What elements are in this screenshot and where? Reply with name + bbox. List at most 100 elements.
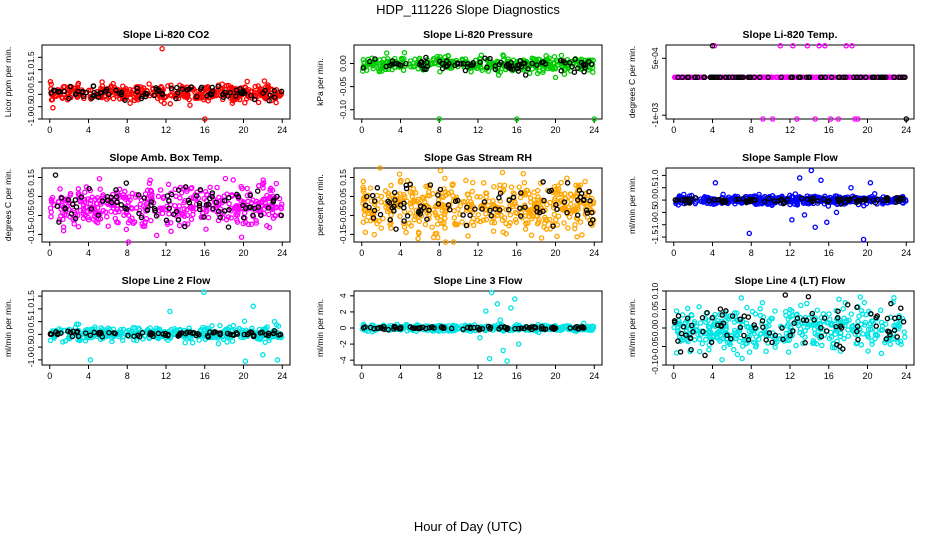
- data-point: [832, 331, 839, 337]
- data-point: [517, 194, 524, 201]
- data-point: [496, 326, 502, 332]
- data-point: [362, 324, 368, 330]
- data-point: [725, 198, 731, 204]
- data-point: [726, 316, 732, 322]
- x-tick-label: 16: [824, 125, 834, 135]
- data-point: [701, 74, 707, 81]
- data-point: [873, 314, 879, 321]
- data-point: [73, 204, 80, 210]
- data-point: [103, 333, 109, 340]
- data-point: [229, 338, 236, 344]
- data-point: [244, 78, 250, 85]
- x-tick-label: 8: [437, 248, 442, 258]
- data-point: [240, 220, 246, 227]
- data-point: [552, 216, 559, 223]
- data-point: [550, 223, 556, 229]
- data-point: [176, 203, 183, 209]
- data-point: [251, 96, 258, 103]
- data-point: [529, 216, 535, 222]
- data-point: [777, 43, 784, 49]
- data-point: [197, 86, 204, 92]
- data-point: [801, 212, 808, 218]
- data-point: [900, 318, 907, 325]
- data-point: [108, 194, 115, 201]
- data-point: [439, 207, 445, 214]
- data-point: [756, 194, 762, 200]
- data-point: [680, 324, 687, 330]
- data-point: [211, 329, 217, 336]
- data-point: [867, 321, 874, 327]
- y-tick-label: -0.05: [26, 205, 36, 225]
- data-point: [438, 324, 445, 331]
- data-point: [836, 343, 843, 350]
- panel-title: Slope Line 4 (LT) Flow: [735, 275, 846, 287]
- data-point: [499, 169, 506, 176]
- data-point: [403, 60, 409, 67]
- data-point: [452, 198, 459, 205]
- data-point: [740, 74, 746, 81]
- data-point: [692, 74, 698, 81]
- data-point: [757, 306, 763, 312]
- data-point: [220, 94, 227, 100]
- data-point: [168, 228, 174, 235]
- data-point: [430, 207, 437, 213]
- data-point: [237, 197, 244, 204]
- x-tick-label: 12: [161, 371, 171, 381]
- data-point: [557, 57, 564, 64]
- data-point: [873, 327, 879, 334]
- data-point: [590, 323, 597, 330]
- data-point: [523, 221, 529, 227]
- data-point: [213, 199, 220, 206]
- data-point: [481, 199, 488, 205]
- data-point: [699, 314, 706, 321]
- data-point: [170, 211, 177, 218]
- data-point: [126, 90, 132, 97]
- data-point: [234, 212, 241, 218]
- data-point: [572, 207, 579, 213]
- x-tick-label: 20: [238, 125, 248, 135]
- data-point: [861, 299, 868, 306]
- data-point: [166, 198, 172, 204]
- data-point: [479, 206, 485, 212]
- data-point: [462, 199, 468, 205]
- data-point: [187, 102, 193, 108]
- data-point: [389, 58, 396, 64]
- data-point: [497, 69, 504, 75]
- data-point: [193, 192, 200, 199]
- data-point: [760, 116, 766, 122]
- x-tick-label: 0: [671, 248, 676, 258]
- data-point: [568, 196, 574, 203]
- data-point: [738, 295, 745, 301]
- data-point: [58, 213, 64, 219]
- data-point: [731, 327, 738, 334]
- data-point: [57, 186, 63, 192]
- data-point: [253, 220, 260, 226]
- data-point: [265, 205, 272, 211]
- data-point: [460, 212, 466, 218]
- data-point: [729, 313, 736, 319]
- data-point: [551, 326, 557, 332]
- data-point: [757, 312, 764, 319]
- plot-frame: [665, 44, 915, 120]
- series-1: [47, 289, 285, 364]
- data-point: [142, 219, 148, 225]
- data-point: [121, 212, 127, 218]
- data-point: [75, 186, 82, 192]
- x-tick-label: 12: [161, 248, 171, 258]
- data-point: [748, 198, 754, 204]
- data-point: [387, 216, 393, 223]
- data-point: [429, 224, 435, 230]
- data-point: [833, 323, 839, 330]
- panel-ylabel: degrees C per min.: [3, 169, 13, 241]
- data-point: [118, 202, 124, 208]
- data-point: [110, 80, 116, 87]
- data-point: [588, 61, 595, 67]
- data-point: [463, 177, 469, 184]
- data-point: [505, 64, 512, 71]
- data-point: [197, 186, 204, 193]
- data-point: [242, 100, 248, 106]
- data-point: [127, 100, 133, 106]
- data-point: [360, 188, 367, 194]
